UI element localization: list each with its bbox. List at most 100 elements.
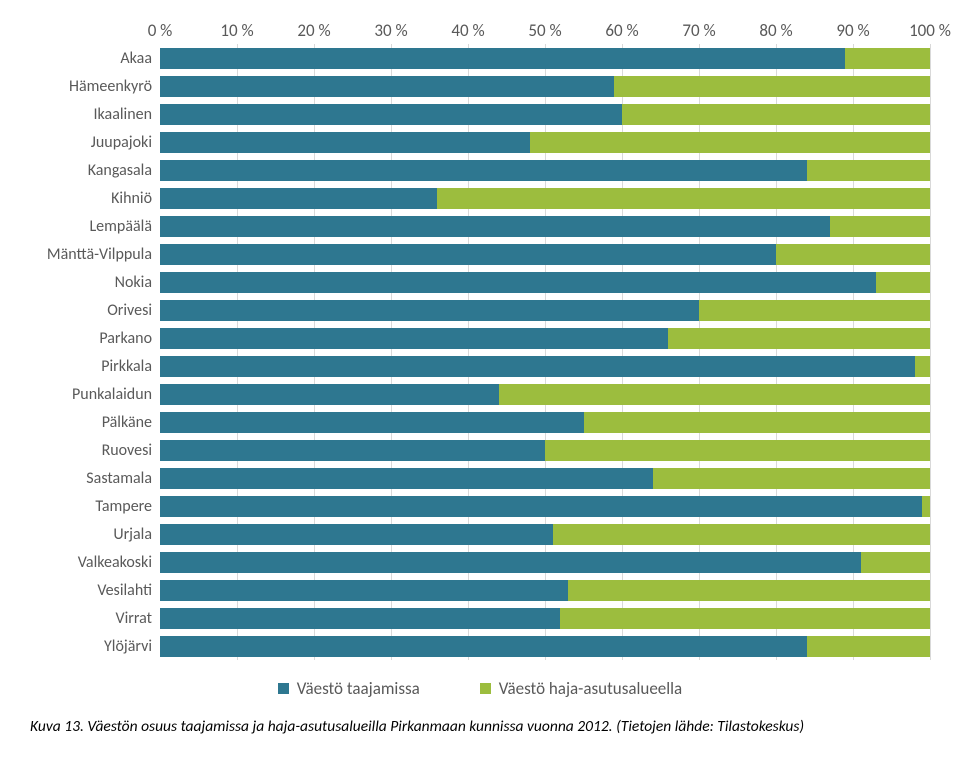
x-axis-tick: 70 %	[682, 20, 715, 41]
bar-track	[160, 216, 930, 237]
category-label: Tampere	[30, 497, 160, 516]
bar-track	[160, 76, 930, 97]
category-label: Valkeakoski	[30, 553, 160, 572]
bar-row: Vesilahti	[30, 576, 930, 604]
category-label: Ruovesi	[30, 441, 160, 460]
bar-segment-taajama	[160, 636, 807, 657]
bar-track	[160, 104, 930, 125]
bar-segment-taajama	[160, 104, 622, 125]
category-label: Kihniö	[30, 189, 160, 208]
x-axis-tick: 30 %	[374, 20, 407, 41]
category-label: Lempäälä	[30, 217, 160, 236]
bar-segment-taajama	[160, 244, 776, 265]
category-label: Pälkäne	[30, 413, 160, 432]
bar-track	[160, 188, 930, 209]
bar-row: Parkano	[30, 324, 930, 352]
bar-row: Urjala	[30, 520, 930, 548]
bar-segment-haja	[861, 552, 930, 573]
bar-track	[160, 300, 930, 321]
legend-item: Väestö taajamissa	[278, 678, 420, 699]
gridline	[930, 44, 931, 660]
bar-segment-haja	[776, 244, 930, 265]
x-axis-tick: 80 %	[759, 20, 792, 41]
bar-track	[160, 132, 930, 153]
bar-row: Tampere	[30, 492, 930, 520]
category-label: Punkalaidun	[30, 385, 160, 404]
bar-segment-haja	[560, 608, 930, 629]
legend-swatch	[480, 683, 491, 694]
bar-segment-haja	[845, 48, 930, 69]
bar-track	[160, 48, 930, 69]
x-axis-tick: 0 %	[148, 20, 173, 41]
bar-row: Kangasala	[30, 156, 930, 184]
bar-segment-haja	[668, 328, 930, 349]
bar-segment-taajama	[160, 328, 668, 349]
bar-track	[160, 468, 930, 489]
bar-track	[160, 636, 930, 657]
bar-row: Ikaalinen	[30, 100, 930, 128]
bar-track	[160, 160, 930, 181]
bar-row: Pälkäne	[30, 408, 930, 436]
bar-segment-haja	[922, 496, 930, 517]
bar-segment-taajama	[160, 468, 653, 489]
bar-segment-haja	[807, 160, 930, 181]
bar-segment-haja	[807, 636, 930, 657]
category-label: Akaa	[30, 49, 160, 68]
legend-label: Väestö haja-asutusalueella	[499, 678, 682, 699]
bar-segment-haja	[584, 412, 931, 433]
bar-row: Mänttä-Vilppula	[30, 240, 930, 268]
category-label: Vesilahti	[30, 581, 160, 600]
bar-segment-taajama	[160, 496, 922, 517]
plot-area: Akaa Hämeenkyrö Ikaalinen Juupajoki Kangasal…	[30, 44, 930, 660]
bar-row: Punkalaidun	[30, 380, 930, 408]
bar-track	[160, 244, 930, 265]
x-axis-tick: 60 %	[605, 20, 638, 41]
bar-track	[160, 356, 930, 377]
category-label: Pirkkala	[30, 357, 160, 376]
x-axis-tick: 50 %	[528, 20, 561, 41]
bar-segment-taajama	[160, 384, 499, 405]
bar-segment-haja	[499, 384, 930, 405]
bar-track	[160, 384, 930, 405]
bar-chart: 0 %10 %20 %30 %40 %50 %60 %70 %80 %90 %1…	[30, 20, 930, 699]
category-label: Juupajoki	[30, 133, 160, 152]
category-label: Ikaalinen	[30, 105, 160, 124]
bar-track	[160, 580, 930, 601]
bar-segment-taajama	[160, 188, 437, 209]
legend: Väestö taajamissa Väestö haja-asutusaluee…	[30, 678, 930, 699]
bar-segment-haja	[876, 272, 930, 293]
bar-segment-taajama	[160, 608, 560, 629]
category-label: Kangasala	[30, 161, 160, 180]
bar-segment-taajama	[160, 552, 861, 573]
bar-segment-taajama	[160, 580, 568, 601]
bar-segment-haja	[530, 132, 930, 153]
bar-segment-haja	[568, 580, 930, 601]
bar-row: Ruovesi	[30, 436, 930, 464]
bar-segment-haja	[553, 524, 930, 545]
bar-segment-haja	[830, 216, 930, 237]
category-label: Mänttä-Vilppula	[30, 245, 160, 264]
x-axis-tick: 90 %	[836, 20, 869, 41]
bar-segment-taajama	[160, 48, 845, 69]
legend-swatch	[278, 683, 289, 694]
x-axis-tick: 10 %	[220, 20, 253, 41]
bar-segment-taajama	[160, 524, 553, 545]
category-label: Orivesi	[30, 301, 160, 320]
bar-track	[160, 272, 930, 293]
bar-segment-taajama	[160, 76, 614, 97]
bar-segment-haja	[545, 440, 930, 461]
category-label: Ylöjärvi	[30, 637, 160, 656]
bar-row: Hämeenkyrö	[30, 72, 930, 100]
category-label: Nokia	[30, 273, 160, 292]
bar-track	[160, 496, 930, 517]
bar-segment-haja	[622, 104, 930, 125]
bar-segment-taajama	[160, 300, 699, 321]
bar-track	[160, 552, 930, 573]
bar-segment-taajama	[160, 440, 545, 461]
bar-track	[160, 412, 930, 433]
bar-row: Sastamala	[30, 464, 930, 492]
bar-segment-taajama	[160, 412, 584, 433]
legend-item: Väestö haja-asutusalueella	[480, 678, 682, 699]
bar-segment-haja	[915, 356, 930, 377]
bar-row: Akaa	[30, 44, 930, 72]
